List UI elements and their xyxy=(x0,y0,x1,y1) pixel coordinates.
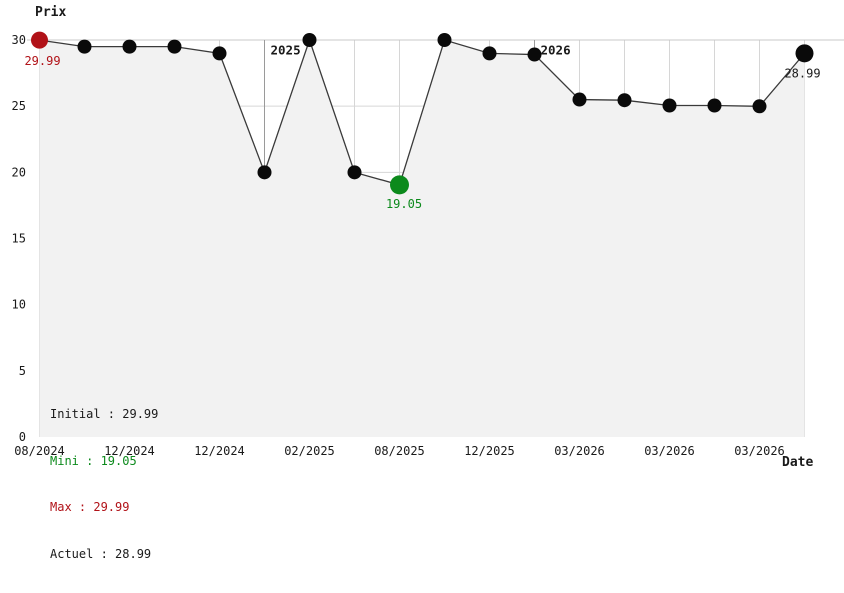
data-point-current xyxy=(795,44,814,63)
legend-min-price: Mini : 19.05 xyxy=(50,453,137,468)
data-point xyxy=(482,46,497,61)
price-line xyxy=(39,37,805,186)
data-point xyxy=(662,98,677,113)
data-point xyxy=(572,92,587,107)
data-point xyxy=(437,33,452,47)
data-point xyxy=(527,47,542,62)
data-point xyxy=(212,46,227,61)
x-tick-label: 08/2025 xyxy=(374,444,425,458)
data-point xyxy=(77,39,92,54)
y-tick-label: 5 xyxy=(19,364,26,378)
data-point-minimum xyxy=(390,175,409,195)
x-tick-label: 12/2024 xyxy=(194,444,245,458)
price-annotation-minimum: 19.05 xyxy=(386,197,422,211)
price-annotation-initial: 29.99 xyxy=(24,54,60,68)
data-point xyxy=(167,39,182,54)
x-tick-label: 02/2025 xyxy=(284,444,335,458)
x-tick-label: 08/2024 xyxy=(14,444,65,458)
x-tick-label: 12/2024 xyxy=(104,444,155,458)
year-label: 2025 xyxy=(271,43,301,58)
x-tick-label: 03/2026 xyxy=(734,444,785,458)
data-point xyxy=(752,99,767,114)
y-tick-label: 10 xyxy=(12,298,26,312)
x-axis-title: Date xyxy=(782,455,814,470)
data-point xyxy=(302,33,317,47)
y-tick-label: 25 xyxy=(12,99,26,113)
price-summary-legend: Initial : 29.99 Mini : 19.05 Max : 29.99… xyxy=(50,376,158,593)
x-tick-label: 03/2026 xyxy=(554,444,605,458)
y-tick-label: 15 xyxy=(12,232,26,246)
y-tick-label: 30 xyxy=(12,33,26,47)
x-tick-label: 03/2026 xyxy=(644,444,695,458)
data-point xyxy=(122,39,137,54)
data-point-initial xyxy=(31,31,48,49)
legend-max-price: Max : 29.99 xyxy=(50,500,130,514)
price-annotation-current: 28.99 xyxy=(784,66,820,80)
year-label: 2026 xyxy=(541,43,571,58)
y-axis-title: Prix xyxy=(35,5,67,20)
price-history-chart: 2025 2026 29.99 19.05 28.99 08/2024 12/2024 12/… xyxy=(12,5,844,561)
data-point xyxy=(707,98,722,113)
legend-current-price: Actuel : 28.99 xyxy=(50,546,152,561)
data-point xyxy=(257,165,272,180)
data-point xyxy=(617,93,632,108)
legend-initial-price: Initial : 29.99 xyxy=(50,407,159,421)
price-area-fill xyxy=(39,40,805,437)
y-tick-label: 0 xyxy=(19,430,26,444)
x-tick-label: 12/2025 xyxy=(464,444,515,458)
y-tick-label: 20 xyxy=(12,165,26,179)
data-point xyxy=(347,165,362,180)
